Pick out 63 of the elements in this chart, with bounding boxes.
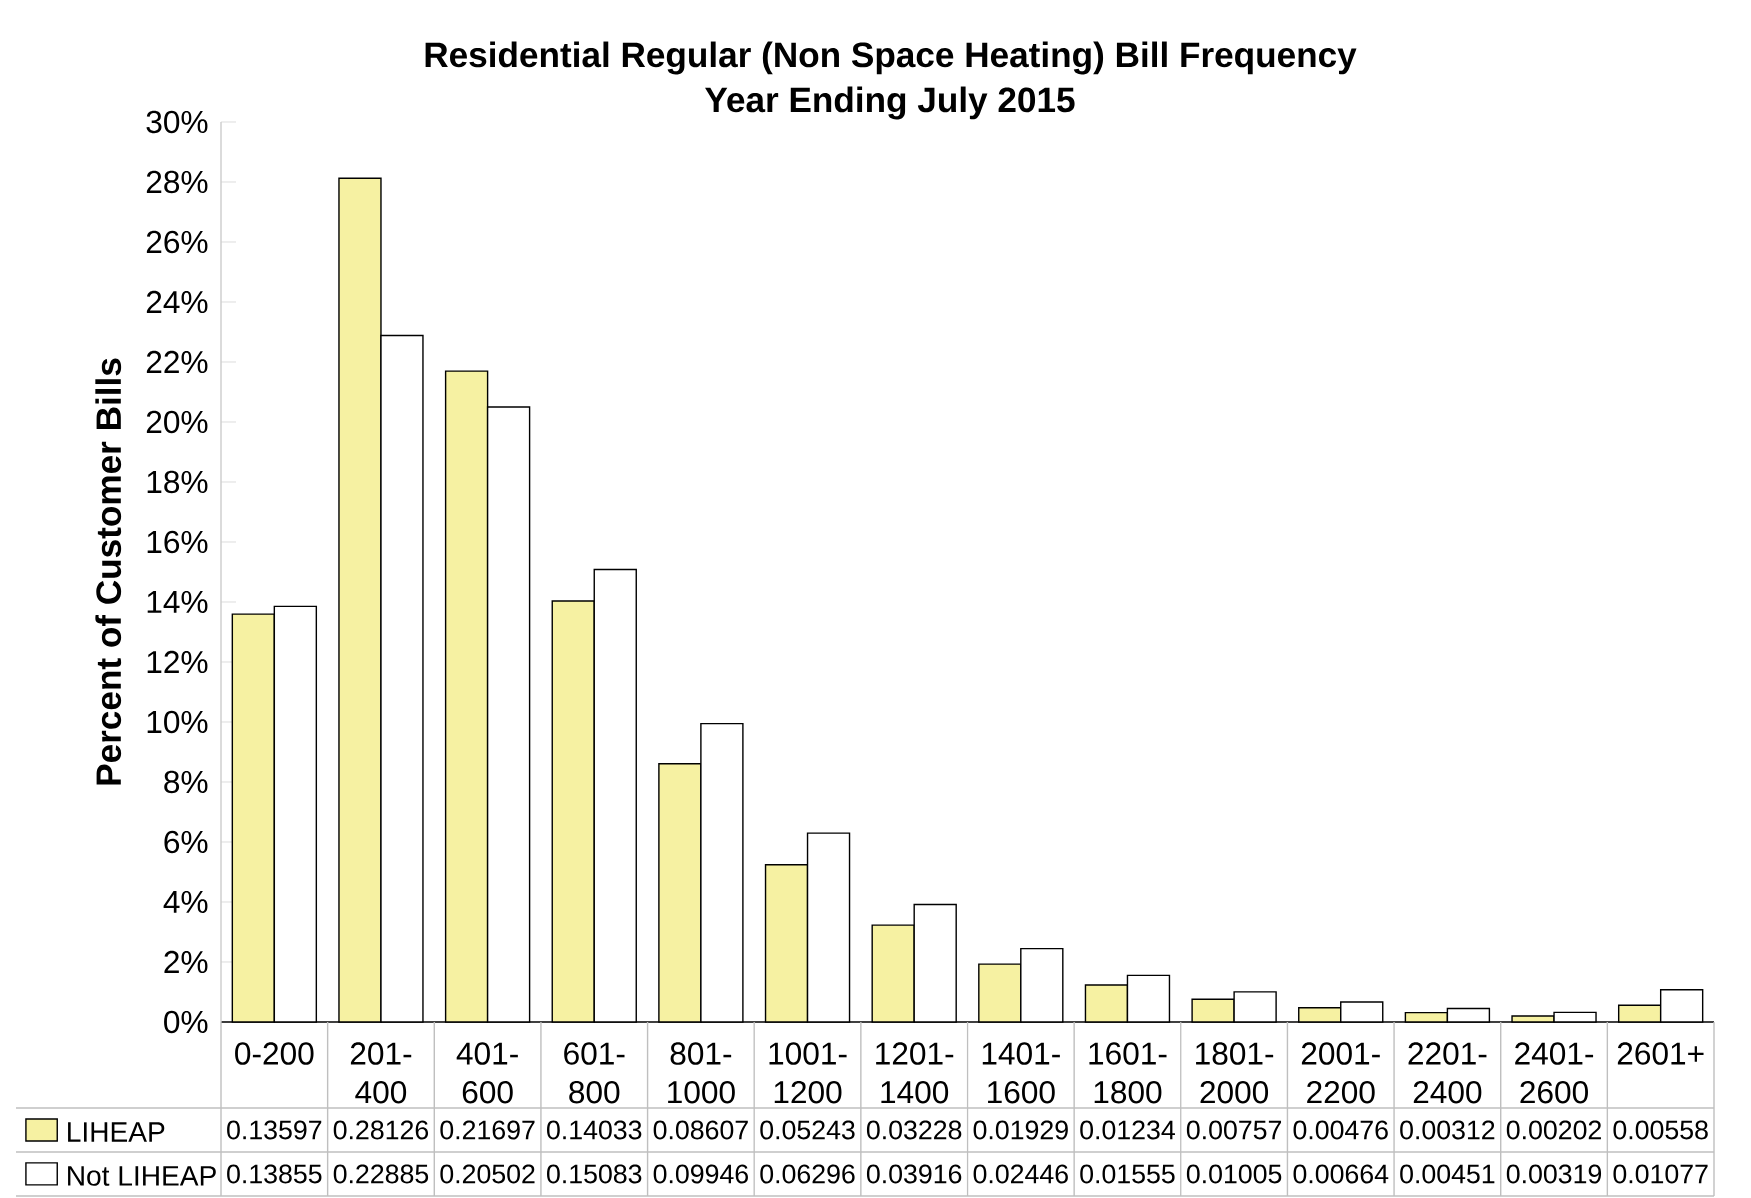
y-tick-label: 20% [146, 410, 208, 434]
data-label: 0.08607 [653, 1120, 748, 1140]
data-label: 0.00451 [1400, 1164, 1495, 1184]
data-label: 0.05243 [760, 1120, 855, 1140]
y-tick-label: 10% [147, 710, 208, 734]
data-label: 0.03916 [866, 1164, 962, 1184]
data-label: 0.00319 [1506, 1164, 1602, 1184]
x-tick-label: 601-800 [564, 1042, 625, 1104]
data-label: 0.20502 [440, 1164, 535, 1184]
data-label: 0.00202 [1506, 1120, 1601, 1140]
x-tick-label: 401-600 [456, 1042, 518, 1104]
y-tick-label: 2% [164, 950, 208, 974]
data-label: 0.00476 [1293, 1120, 1388, 1140]
data-label: 0.00757 [1186, 1120, 1282, 1140]
data-label: 0.15083 [547, 1164, 642, 1184]
data-label: 0.09946 [653, 1164, 748, 1184]
data-label: 0.02446 [973, 1164, 1068, 1184]
data-label: 0.06296 [760, 1164, 855, 1184]
data-label: 0.21697 [440, 1120, 535, 1140]
chart-title: Residential Regular (Non Space Heating) Bill Frequency [425, 41, 1357, 75]
data-label: 0.00664 [1293, 1164, 1389, 1184]
y-tick-label: 4% [163, 890, 208, 914]
data-label: 0.01005 [1186, 1164, 1282, 1184]
y-axis-title: Percent of Customer Bills [95, 358, 122, 785]
x-tick-label: 1201-1400 [876, 1042, 954, 1104]
data-label: 0.01077 [1613, 1164, 1708, 1184]
legend-label: LIHEAP [68, 1122, 165, 1142]
y-tick-label: 30% [146, 110, 208, 134]
data-label: 0.01234 [1080, 1120, 1175, 1140]
x-tick-label: 1001-1200 [769, 1042, 847, 1104]
data-label: 0.22885 [333, 1164, 429, 1184]
data-label: 0.00312 [1400, 1120, 1495, 1140]
data-label: 0.01929 [973, 1120, 1068, 1140]
data-label: 0.28126 [333, 1120, 429, 1140]
x-tick-label: 1601-1800 [1089, 1042, 1167, 1104]
y-tick-label: 22% [146, 350, 208, 374]
x-tick-label: 1801-2000 [1196, 1042, 1274, 1104]
data-label: 0.01555 [1080, 1164, 1175, 1184]
x-tick-label: 201-400 [350, 1042, 412, 1104]
x-tick-label: 2401-2600 [1515, 1042, 1594, 1104]
chart-subtitle: Year Ending July 2015 [705, 86, 1075, 120]
x-tick-label: 2201-2400 [1408, 1042, 1487, 1104]
y-tick-label: 24% [146, 290, 208, 314]
y-tick-label: 16% [147, 530, 208, 554]
data-label: 0.03228 [866, 1120, 962, 1140]
x-tick-label: 801-1000 [668, 1042, 735, 1104]
data-label: 0.13855 [227, 1164, 322, 1184]
legend-label: Not LIHEAP [68, 1166, 216, 1186]
data-label: 0.13597 [227, 1120, 322, 1140]
x-tick-label: 2601+ [1617, 1042, 1704, 1065]
y-tick-label: 8% [164, 770, 208, 794]
y-tick-label: 14% [147, 590, 208, 614]
data-label: 0.00558 [1613, 1120, 1708, 1140]
y-tick-label: 6% [164, 830, 208, 854]
y-tick-label: 26% [146, 230, 208, 254]
y-tick-label: 12% [147, 650, 208, 674]
y-tick-label: 18% [147, 470, 208, 494]
y-tick-label: 0% [164, 1010, 208, 1034]
data-label: 0.14033 [547, 1120, 642, 1140]
x-tick-label: 2001-2200 [1301, 1042, 1380, 1104]
x-tick-label: 1401-1600 [982, 1042, 1060, 1104]
y-tick-label: 28% [146, 170, 208, 194]
x-tick-label: 0-200 [235, 1042, 314, 1065]
